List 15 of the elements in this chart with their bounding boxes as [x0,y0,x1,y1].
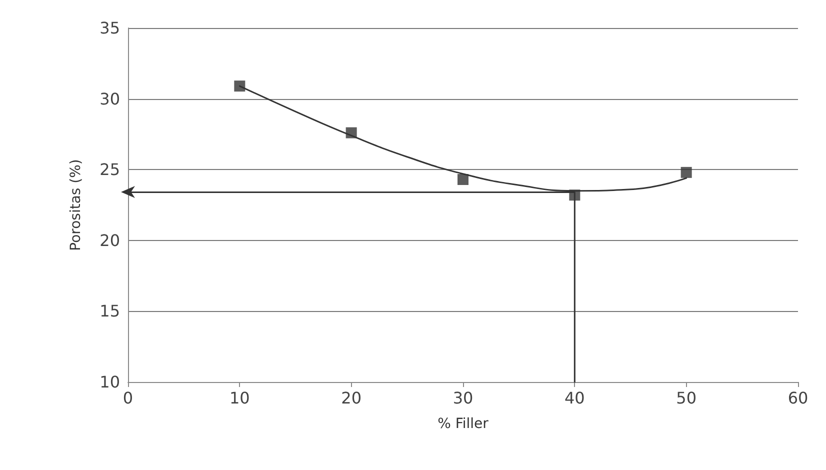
y-tick-label: 35 [100,18,120,38]
y-axis-title: Porositas (%) [68,159,84,251]
y-tick-label: 10 [100,372,120,392]
x-tick-label: 10 [229,388,250,408]
x-tick-label: 30 [452,388,474,408]
y-tick-label: 20 [100,230,120,250]
x-axis-title: % Filler [438,416,489,432]
x-tick-label: 20 [341,388,362,408]
x-tick-label: 50 [676,388,697,408]
y-tick-label: 30 [100,89,120,108]
x-tick-label: 0 [122,388,134,408]
x-tick-label: 40 [564,388,585,408]
x-tick-label: 60 [788,388,808,408]
y-tick-label: 25 [100,160,120,180]
y-tick-label: 15 [100,302,120,321]
